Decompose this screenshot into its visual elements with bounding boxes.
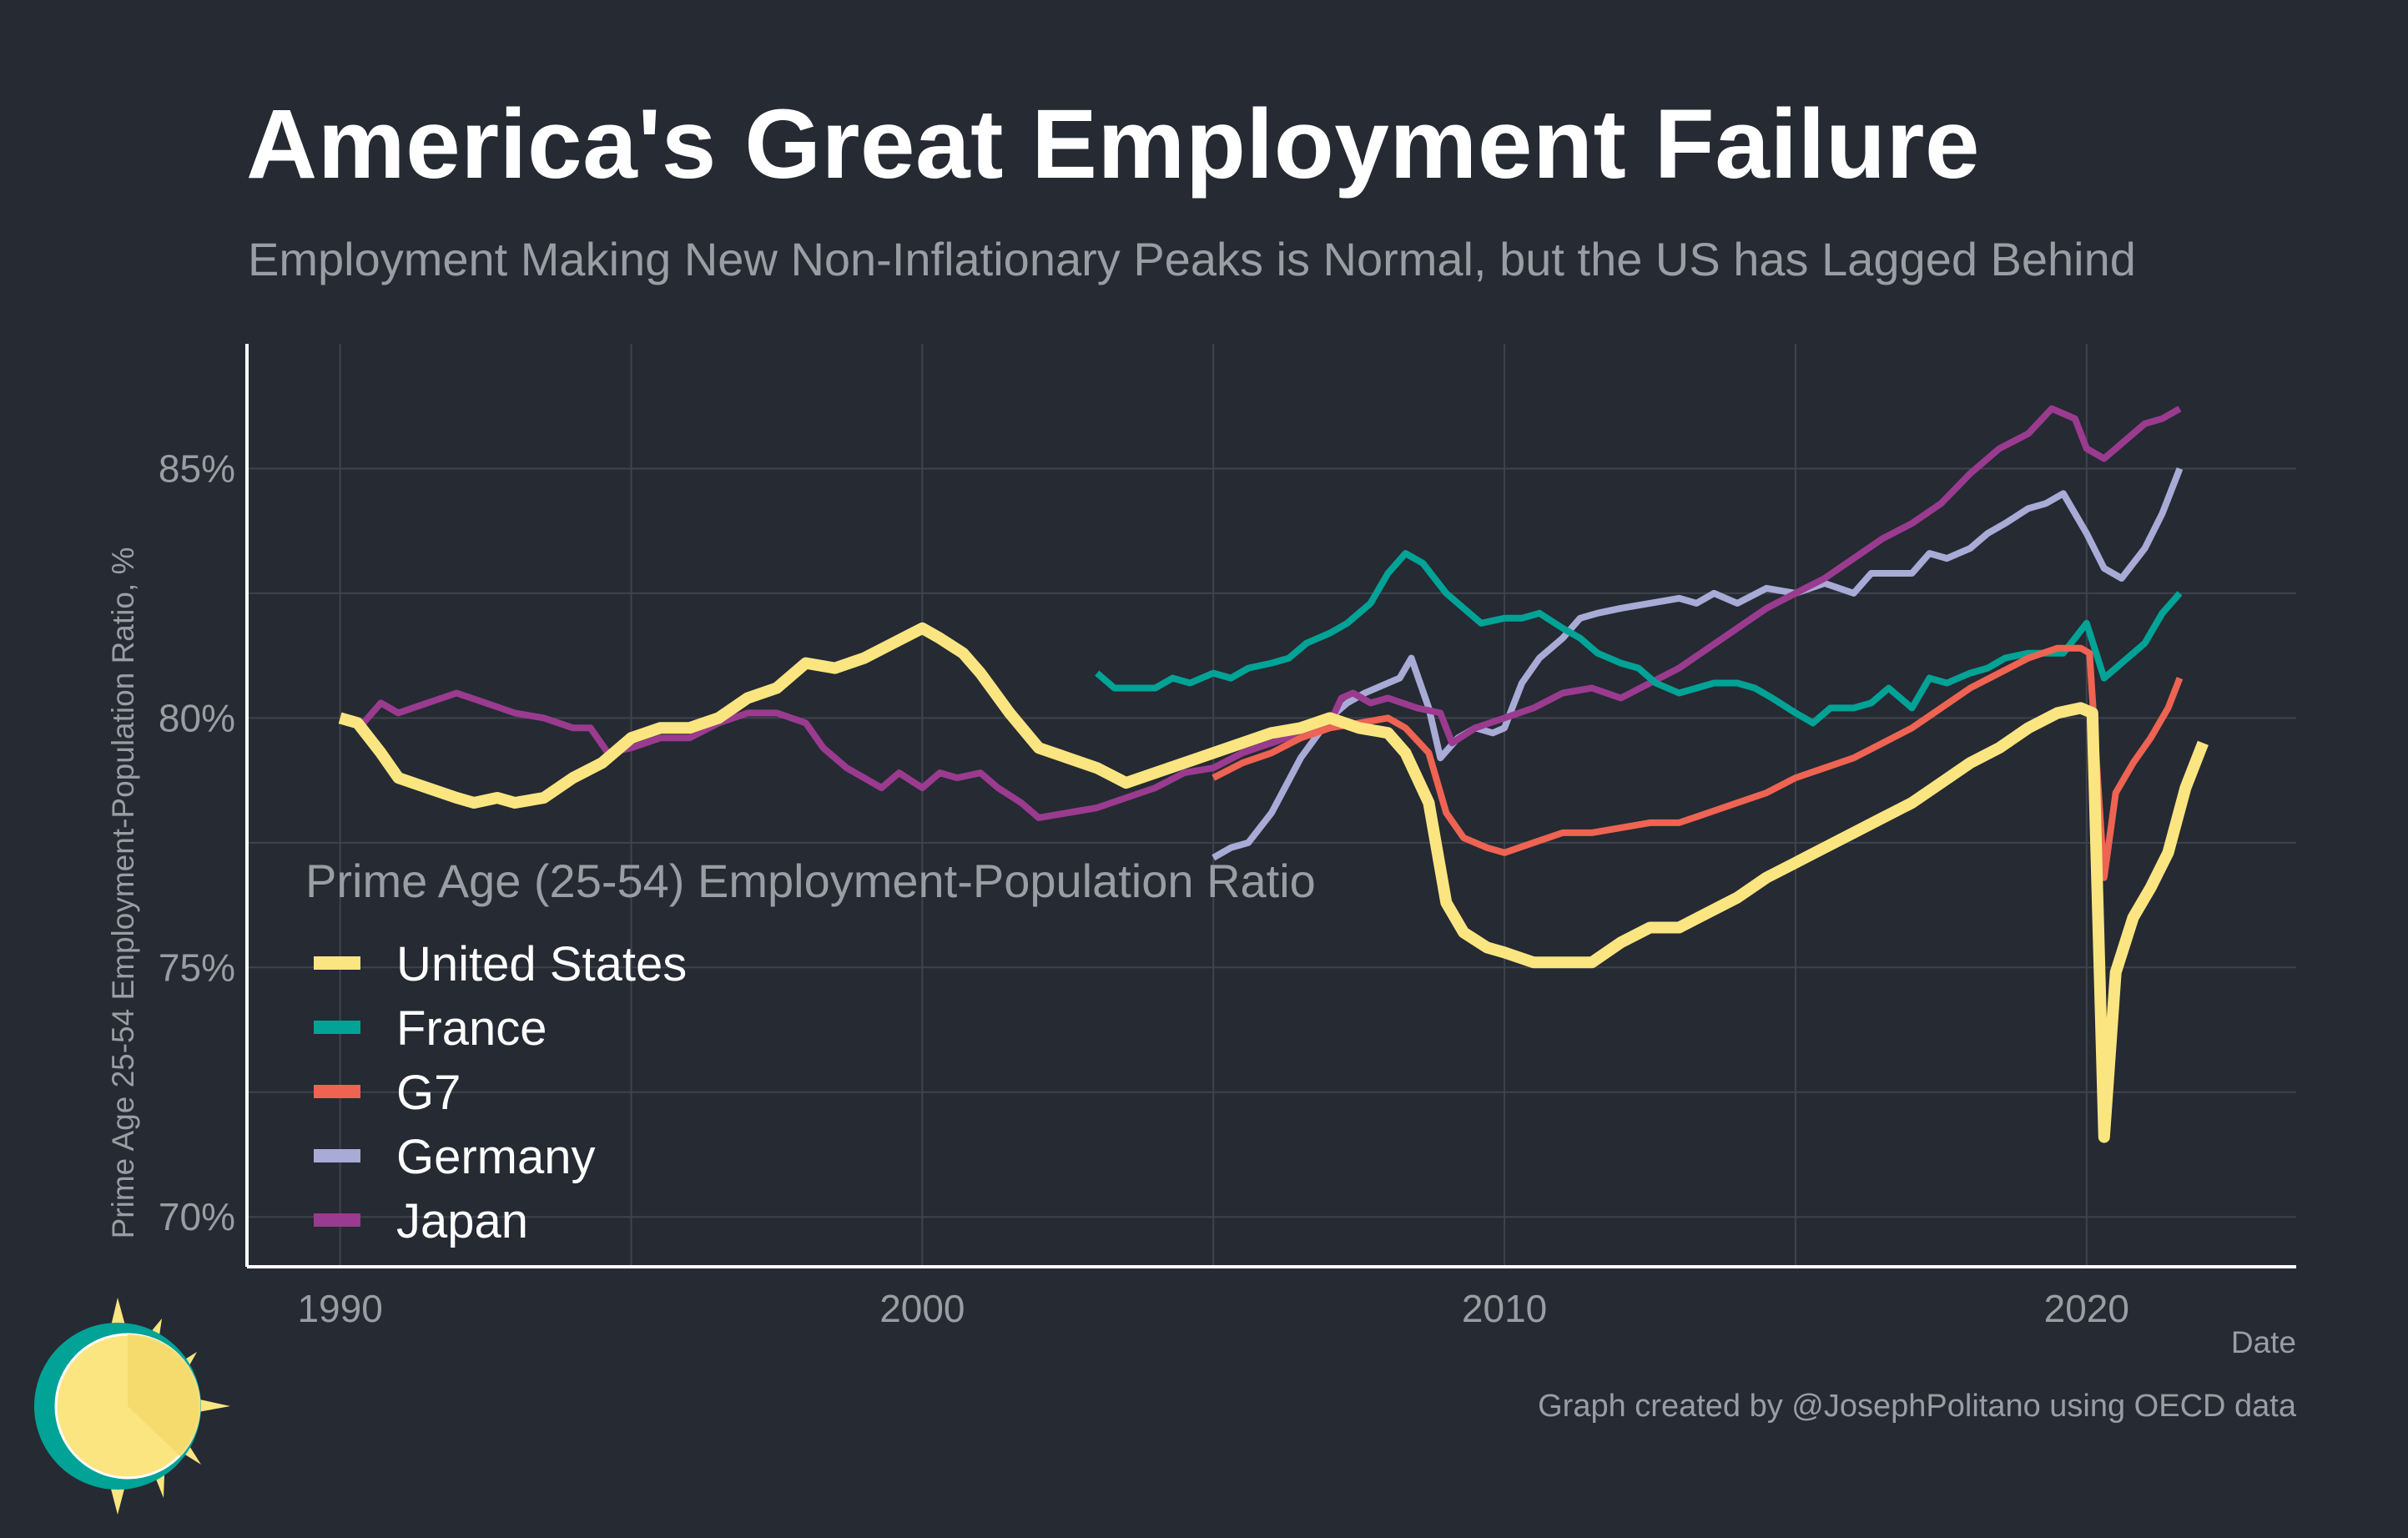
y-tick-label: 70% xyxy=(159,1195,235,1238)
legend: Prime Age (25-54) Employment-Population … xyxy=(305,855,1316,1248)
chart-title: America's Great Employment Failure xyxy=(246,89,1981,199)
legend-label: France xyxy=(396,1001,547,1056)
y-tick-label: 80% xyxy=(159,696,235,739)
y-tick-label: 75% xyxy=(159,945,235,989)
source-caption: Graph created by @JosephPolitano using O… xyxy=(1538,1389,2296,1424)
x-axis-title: Date xyxy=(2231,1325,2296,1359)
x-tick-label: 2010 xyxy=(1462,1287,1547,1330)
x-tick-label: 1990 xyxy=(297,1287,382,1330)
legend-label: Germany xyxy=(396,1130,596,1184)
grid xyxy=(247,344,2296,1267)
series-line-germany xyxy=(1212,467,2184,861)
series-line-g7 xyxy=(1212,644,2184,881)
legend-title: Prime Age (25-54) Employment-Population … xyxy=(305,855,1316,907)
legend-label: United States xyxy=(396,937,687,991)
y-axis-title: Prime Age 25-54 Employment-Population Ra… xyxy=(106,547,140,1239)
x-tick-label: 2020 xyxy=(2044,1287,2129,1330)
sun-icon xyxy=(34,1298,230,1515)
x-tick-label: 2000 xyxy=(879,1287,965,1330)
legend-label: Japan xyxy=(396,1194,528,1248)
chart-subtitle: Employment Making New Non-Inflationary P… xyxy=(248,233,2136,285)
series-line-japan xyxy=(339,405,2182,821)
series-line-united-states xyxy=(338,622,2209,1143)
legend-label: G7 xyxy=(396,1066,461,1120)
y-tick-label: 85% xyxy=(159,446,235,490)
series-lines xyxy=(338,405,2209,1143)
series-line-france xyxy=(1095,550,2183,727)
axes: 70% 75% 80% 85% 1990 2000 2010 2020 Date Prime Ag… xyxy=(106,344,2296,1359)
